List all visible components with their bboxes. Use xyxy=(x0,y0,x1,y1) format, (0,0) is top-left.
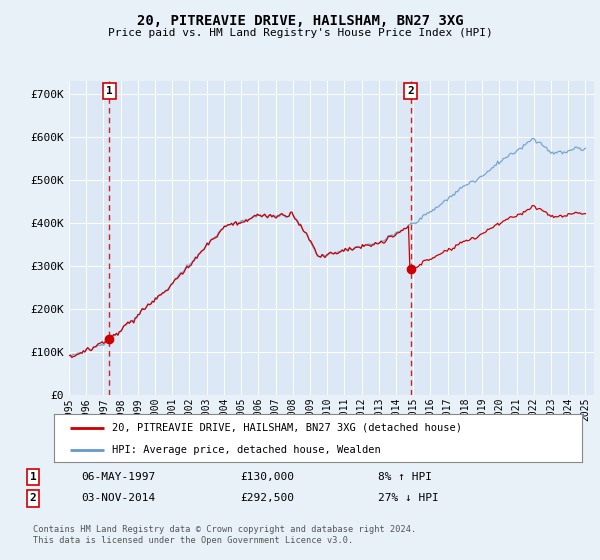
Text: Price paid vs. HM Land Registry's House Price Index (HPI): Price paid vs. HM Land Registry's House … xyxy=(107,28,493,38)
Text: 06-MAY-1997: 06-MAY-1997 xyxy=(81,472,155,482)
Text: 03-NOV-2014: 03-NOV-2014 xyxy=(81,493,155,503)
Text: HPI: Average price, detached house, Wealden: HPI: Average price, detached house, Weal… xyxy=(112,445,381,455)
Text: 20, PITREAVIE DRIVE, HAILSHAM, BN27 3XG (detached house): 20, PITREAVIE DRIVE, HAILSHAM, BN27 3XG … xyxy=(112,423,462,433)
Text: 27% ↓ HPI: 27% ↓ HPI xyxy=(378,493,439,503)
Text: 20, PITREAVIE DRIVE, HAILSHAM, BN27 3XG: 20, PITREAVIE DRIVE, HAILSHAM, BN27 3XG xyxy=(137,14,463,28)
Text: 8% ↑ HPI: 8% ↑ HPI xyxy=(378,472,432,482)
Text: £130,000: £130,000 xyxy=(240,472,294,482)
Text: 1: 1 xyxy=(29,472,37,482)
Text: 2: 2 xyxy=(29,493,37,503)
Text: £292,500: £292,500 xyxy=(240,493,294,503)
Text: Contains HM Land Registry data © Crown copyright and database right 2024.
This d: Contains HM Land Registry data © Crown c… xyxy=(33,525,416,545)
Text: 1: 1 xyxy=(106,86,113,96)
Text: 2: 2 xyxy=(407,86,414,96)
